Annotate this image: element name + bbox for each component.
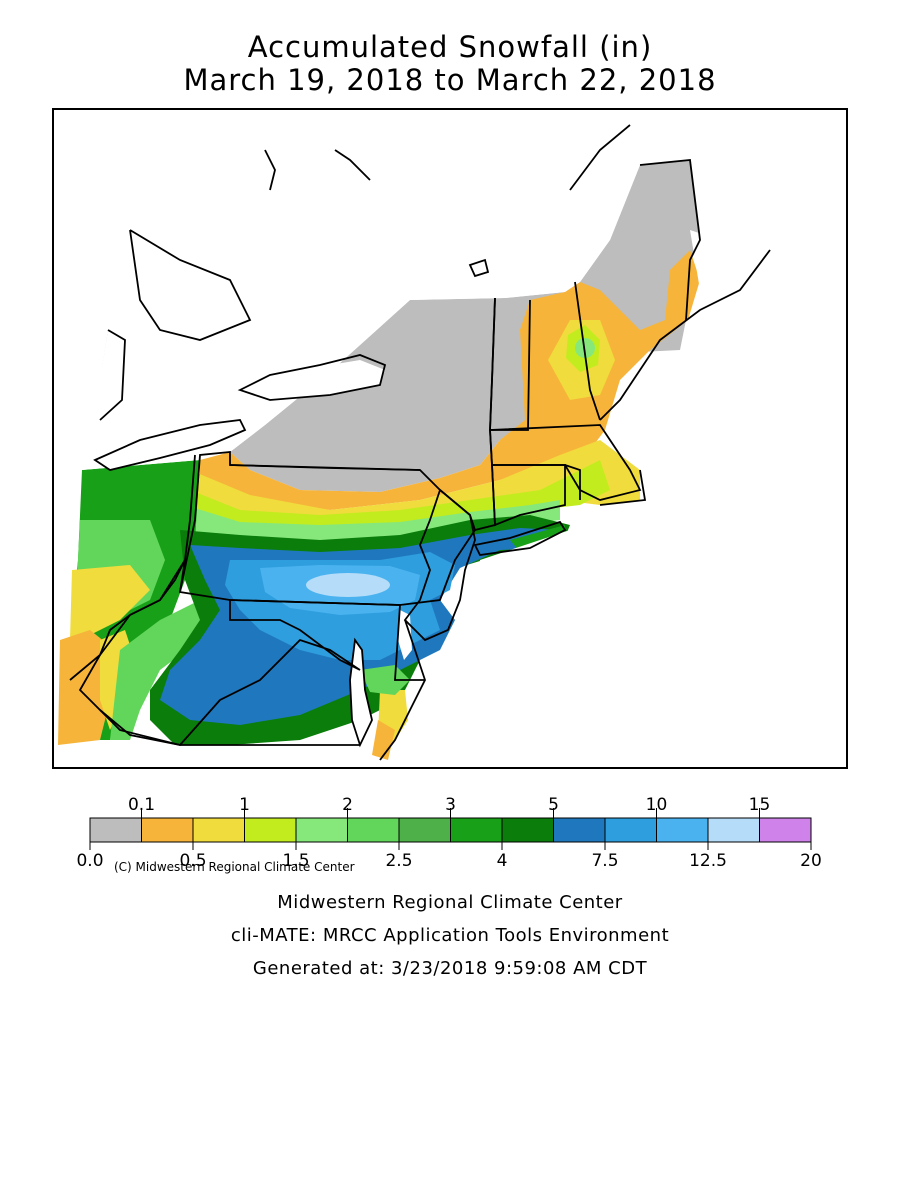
colorbar-bin-1-1.5 xyxy=(244,817,297,843)
colorbar-bin-5-7.5 xyxy=(553,817,606,843)
colorbar-bottom-label: 0.5 xyxy=(179,851,206,870)
colorbar-legend: 0.1 1 2 3 5 10 15 0.0 0.5 1.5 2.5 4 7.5 12.5 20 xyxy=(0,790,900,871)
maine-border xyxy=(639,159,701,321)
nj-outline xyxy=(403,488,476,642)
colorbar-bin-7.5-10 xyxy=(604,817,657,843)
md-green-spot xyxy=(360,665,410,695)
li-green xyxy=(510,525,565,552)
colorbar-bin-1.5-2 xyxy=(295,817,348,843)
atlantic-coastline xyxy=(599,249,771,506)
colorbar-bin-10-12.5 xyxy=(656,817,709,843)
delmarva-orange xyxy=(372,720,395,760)
colorbar-bottom-label: 7.5 xyxy=(591,851,618,870)
colorbar-bin-2.5-3 xyxy=(398,817,451,843)
colorbar-bottom-label: 1.5 xyxy=(282,851,309,870)
colorbar-bin-0-0.1 xyxy=(89,817,142,843)
colorbar-bins xyxy=(89,817,812,843)
snowfall-map: (C) Midwestern Regional Climate Center xyxy=(52,108,848,875)
map-frame xyxy=(52,108,848,769)
va-border xyxy=(99,709,360,746)
colorbar-bin-0.5-1 xyxy=(192,817,245,843)
colorbar-top-label: 0.1 xyxy=(128,795,155,815)
colorbar-top-label: 2 xyxy=(342,795,353,815)
colorbar-bottom-label: 2.5 xyxy=(385,851,412,870)
colorbar-bin-2-2.5 xyxy=(347,817,400,843)
chesapeake-shore xyxy=(349,637,373,748)
ohio-border xyxy=(69,454,196,681)
footer-generated: Generated at: 3/23/2018 9:59:08 AM CDT xyxy=(252,958,648,979)
colorbar-bottom-label: 20 xyxy=(800,851,822,870)
lake-ontario-shore xyxy=(237,354,387,401)
copyright-label: (C) Midwestern Regional Climate Center xyxy=(110,859,359,875)
canada-islands xyxy=(264,124,631,278)
delmarva-coast xyxy=(379,619,426,761)
colorbar-bottom-label: 12.5 xyxy=(689,851,727,870)
colorbar-bin-12.5-15 xyxy=(707,817,760,843)
ny-pa-border xyxy=(229,464,421,471)
colorbar-top-label: 3 xyxy=(445,795,456,815)
colorbar-top-label: 1 xyxy=(239,795,250,815)
long-island xyxy=(473,520,567,556)
colorbar-bottom-label: 0.0 xyxy=(76,851,103,870)
colorbar-top-labels: 0.1 1 2 3 5 10 15 xyxy=(128,795,770,818)
atlantic-ocean xyxy=(420,310,847,768)
colorbar-bin-15-20 xyxy=(759,817,812,843)
band-0-1-north xyxy=(200,250,700,510)
colorbar-bin-0.1-0.5 xyxy=(141,817,194,843)
md-de-border xyxy=(229,599,425,681)
pa-outline xyxy=(178,451,476,606)
colorbar-top-label: 5 xyxy=(548,795,559,815)
ri-border xyxy=(564,464,581,500)
ohio-yellow xyxy=(70,565,150,640)
state-borders xyxy=(69,124,771,761)
lake-erie-shore xyxy=(93,419,247,471)
band-12-5 xyxy=(306,573,390,597)
map-date-range: March 19, 2018 to March 22, 2018 xyxy=(183,63,717,97)
michigan-shore xyxy=(99,229,252,421)
colorbar-bin-4-5 xyxy=(501,817,554,843)
nh-me-border xyxy=(574,281,601,421)
colorbar-bin-3-4 xyxy=(450,817,503,843)
colorbar-top-label: 10 xyxy=(646,795,668,815)
canada-north xyxy=(53,109,847,470)
colorbar-top-label: 15 xyxy=(749,795,771,815)
maine-coast-white xyxy=(690,230,760,310)
colorbar-bottom-labels: 0.0 0.5 1.5 2.5 4 7.5 12.5 20 xyxy=(76,842,822,871)
ny-east-border xyxy=(474,297,496,531)
footer-tool: cli-MATE: MRCC Application Tools Environ… xyxy=(230,925,670,946)
map-title: Accumulated Snowfall (in) xyxy=(247,30,653,64)
footer-org: Midwestern Regional Climate Center xyxy=(277,892,623,913)
colorbar-bottom-label: 4 xyxy=(497,851,508,870)
